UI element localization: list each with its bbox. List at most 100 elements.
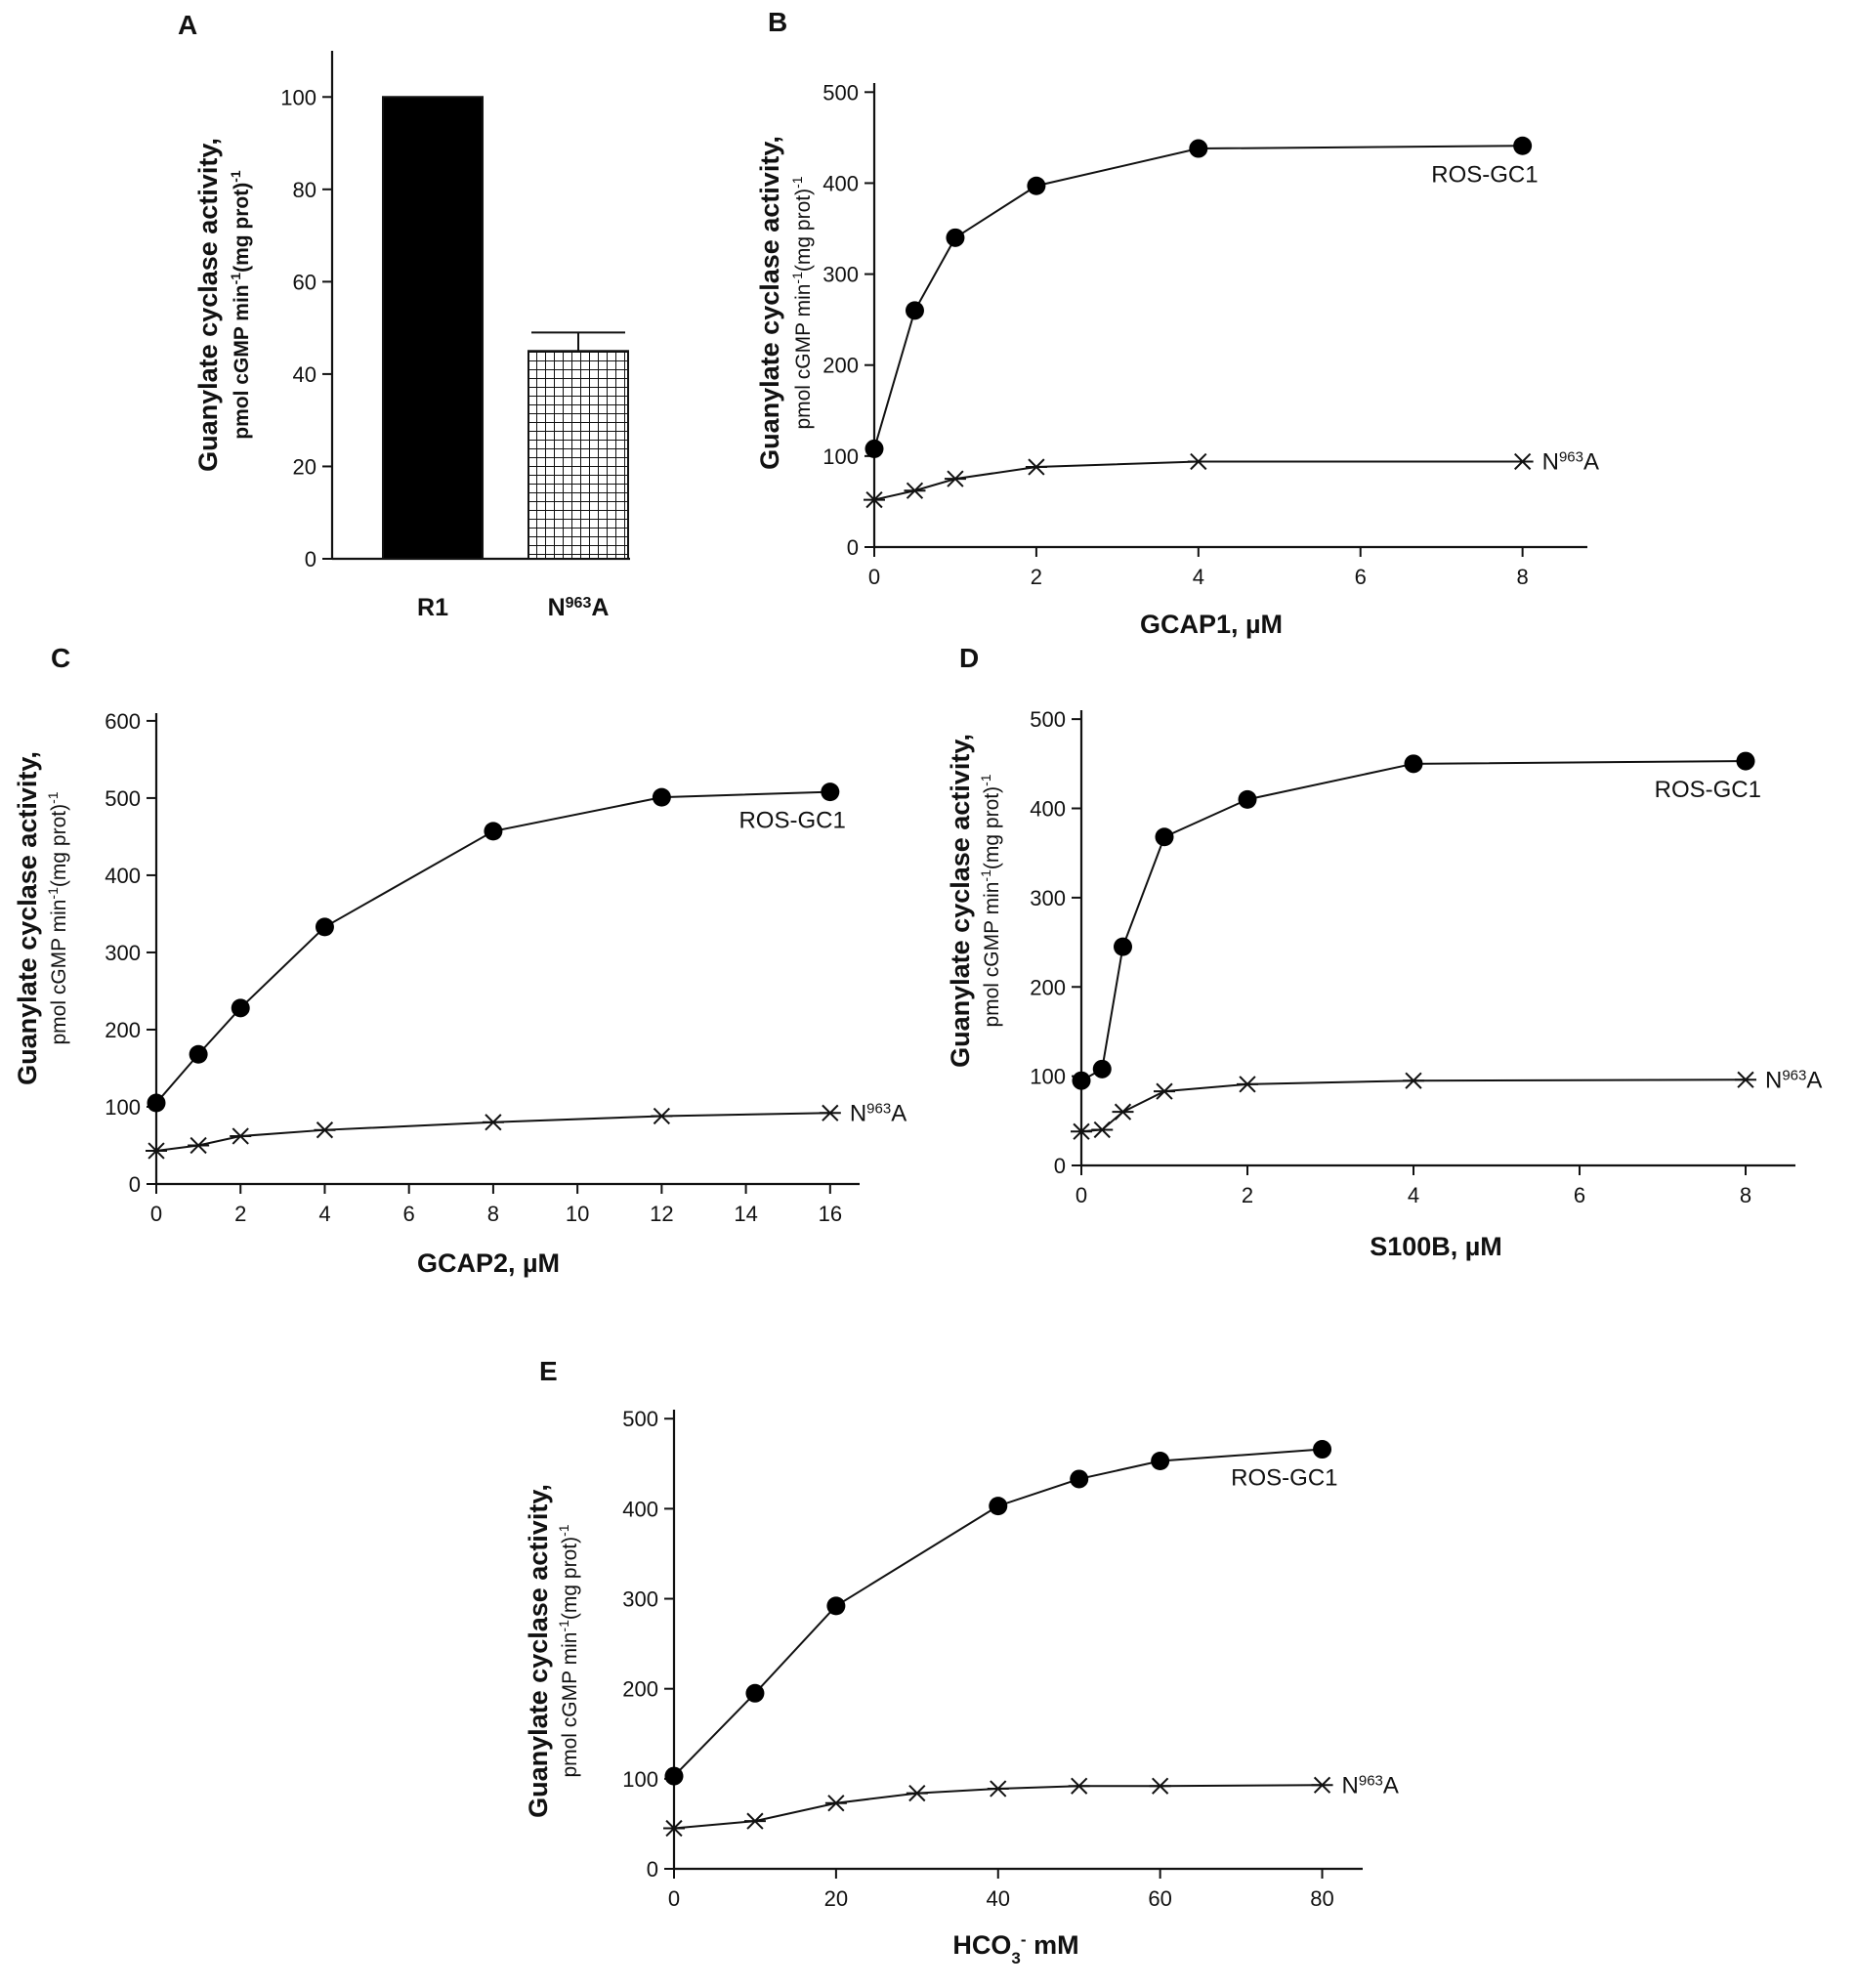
x-tick-label: 6 bbox=[403, 1202, 415, 1226]
asterisk-stroke bbox=[827, 1795, 845, 1812]
y-tick-label: 100 bbox=[622, 1767, 658, 1792]
asterisk-stroke bbox=[653, 1107, 670, 1125]
asterisk-stroke bbox=[1190, 452, 1207, 471]
y-axis-label: Guanylate cyclase activity, bbox=[193, 138, 223, 472]
x-axis-label-text: GCAP1, µM bbox=[1140, 610, 1283, 639]
panel-a: A Guanylate cyclase activity, pmol cGMP mi… bbox=[178, 10, 630, 621]
y-axis-label-text: Guanylate cyclase activity, bbox=[946, 734, 975, 1068]
series-label: N963A bbox=[1765, 1067, 1822, 1094]
panel-letter: A bbox=[178, 10, 197, 40]
series-label: ROS-GC1 bbox=[738, 808, 845, 834]
series-n963a: N963A bbox=[146, 1100, 907, 1160]
series-line bbox=[873, 145, 1523, 449]
x-tick-label: 8 bbox=[487, 1202, 499, 1226]
series-ros-gc1: ROS-GC1 bbox=[1072, 751, 1761, 1090]
y-unit-tail-sup: -1 bbox=[978, 774, 993, 786]
y-unit-text: pmol cGMP min bbox=[559, 1632, 581, 1778]
series-name: N bbox=[1765, 1067, 1782, 1093]
category-name: N bbox=[548, 594, 566, 621]
asterisk-stroke bbox=[908, 1784, 926, 1802]
series-line bbox=[155, 1112, 830, 1153]
data-point bbox=[1238, 789, 1257, 809]
asterisk-marker bbox=[663, 1819, 685, 1838]
asterisk-marker bbox=[1511, 452, 1534, 471]
series-name: ROS-GC1 bbox=[1655, 777, 1761, 803]
y-unit-text: pmol cGMP min bbox=[231, 284, 253, 439]
data-point bbox=[826, 1596, 846, 1616]
y-tick-label: 0 bbox=[305, 547, 316, 571]
y-unit-tail-sup: -1 bbox=[45, 791, 61, 804]
asterisk-marker bbox=[824, 1795, 847, 1812]
asterisk-stroke bbox=[232, 1127, 249, 1145]
asterisk-marker bbox=[864, 490, 885, 509]
y-unit-sup: -1 bbox=[228, 273, 243, 285]
asterisk-stroke bbox=[1239, 1076, 1256, 1093]
x-axis-label-tail: mM bbox=[1027, 1930, 1079, 1960]
y-tick-label: 400 bbox=[105, 864, 141, 888]
data-point bbox=[652, 787, 671, 807]
x-tick-label: 60 bbox=[1148, 1886, 1171, 1911]
x-category-label: N963A bbox=[548, 594, 610, 621]
asterisk-stroke bbox=[1114, 1103, 1132, 1121]
data-point bbox=[1070, 1469, 1089, 1489]
x-tick-label: 20 bbox=[824, 1886, 848, 1911]
series-n963a: N963A bbox=[663, 1772, 1399, 1838]
asterisk-marker bbox=[1237, 1076, 1258, 1093]
asterisk-stroke bbox=[190, 1136, 207, 1155]
panel-letter: C bbox=[51, 643, 70, 673]
asterisk-marker bbox=[651, 1107, 673, 1125]
data-point bbox=[1027, 176, 1046, 195]
series-line bbox=[1080, 1079, 1747, 1133]
series-name-suffix: A bbox=[1383, 1772, 1399, 1798]
data-point bbox=[1092, 1059, 1112, 1079]
data-point bbox=[989, 1497, 1008, 1516]
series-ros-gc1: ROS-GC1 bbox=[865, 136, 1539, 458]
data-point bbox=[315, 917, 334, 937]
y-tick-label: 0 bbox=[129, 1172, 141, 1197]
category-name: R1 bbox=[417, 594, 448, 621]
x-tick-label: 0 bbox=[150, 1202, 162, 1226]
y-tick-label: 40 bbox=[293, 362, 316, 387]
y-unit-text: pmol cGMP min bbox=[48, 900, 70, 1045]
category-suffix: A bbox=[591, 594, 609, 621]
data-point bbox=[1151, 1452, 1170, 1471]
y-tick-label: 100 bbox=[105, 1095, 141, 1120]
y-tick-label: 100 bbox=[1030, 1065, 1066, 1089]
y-tick-label: 200 bbox=[823, 354, 859, 378]
x-axis-label: GCAP1, µM bbox=[1140, 610, 1283, 639]
y-axis-label-text: Guanylate cyclase activity, bbox=[193, 138, 223, 472]
y-tick-label: 100 bbox=[280, 85, 316, 109]
y-unit-tail: (mg prot) bbox=[48, 804, 70, 887]
x-axis-label-text: S100B, µM bbox=[1370, 1232, 1502, 1261]
y-tick-label: 300 bbox=[823, 263, 859, 287]
y-axis-label-text: Guanylate cyclase activity, bbox=[755, 136, 784, 470]
series-ros-gc1: ROS-GC1 bbox=[664, 1440, 1338, 1786]
y-axis-unit-label: pmol cGMP min-1(mg prot)-1 bbox=[556, 1524, 581, 1777]
panel-letter: E bbox=[539, 1356, 558, 1386]
y-unit-sup: -1 bbox=[978, 869, 993, 882]
y-tick-label: 500 bbox=[1030, 707, 1066, 732]
y-tick-label: 200 bbox=[1030, 975, 1066, 999]
asterisk-marker bbox=[1187, 452, 1209, 471]
x-tick-label: 8 bbox=[1517, 565, 1529, 589]
y-axis-label: Guanylate cyclase activity, bbox=[13, 751, 42, 1085]
panel-letter: B bbox=[768, 7, 787, 37]
y-axis-unit-label: pmol cGMP min-1(mg prot)-1 bbox=[978, 774, 1003, 1027]
asterisk-marker bbox=[188, 1136, 210, 1155]
y-unit-tail-sup: -1 bbox=[228, 170, 243, 183]
asterisk-stroke bbox=[1073, 1122, 1090, 1140]
category-sup: 963 bbox=[566, 595, 592, 612]
asterisk-marker bbox=[1154, 1082, 1175, 1100]
y-unit-tail: (mg prot) bbox=[981, 786, 1003, 869]
asterisk-stroke bbox=[1737, 1071, 1754, 1088]
asterisk-stroke bbox=[1405, 1072, 1422, 1089]
data-point bbox=[1155, 827, 1174, 847]
series-n963a: N963A bbox=[864, 448, 1599, 509]
asterisk-marker bbox=[482, 1114, 504, 1131]
y-tick-label: 0 bbox=[1054, 1154, 1066, 1178]
y-tick-label: 80 bbox=[293, 178, 316, 202]
y-tick-label: 600 bbox=[105, 709, 141, 734]
y-tick-label: 300 bbox=[622, 1587, 658, 1612]
series-name-sup: 963 bbox=[1559, 448, 1583, 465]
